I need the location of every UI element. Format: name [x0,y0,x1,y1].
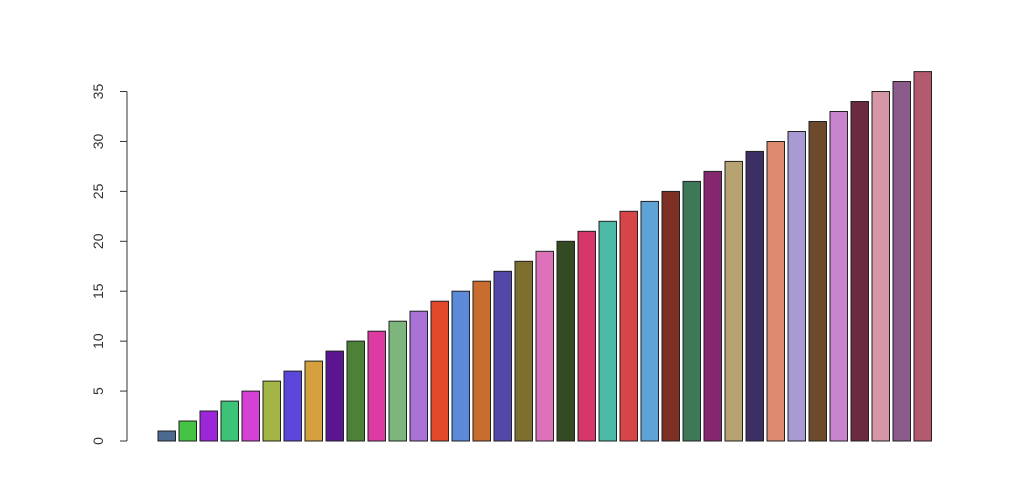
bar-12 [388,320,407,442]
bar-33 [829,111,848,442]
bar-1 [157,430,176,442]
y-tick-label: 10 [90,333,106,349]
bar-6 [262,380,281,442]
bar-2 [178,420,197,442]
bar-36 [892,81,911,442]
bar-21 [577,230,596,442]
bar-14 [430,300,449,442]
y-tick-label: 30 [90,133,106,149]
bar-23 [619,210,638,442]
y-tick-label: 15 [90,283,106,299]
bar-24 [640,200,659,442]
bar-16 [472,280,491,442]
bar-20 [556,240,575,442]
bar-8 [304,360,323,442]
bar-7 [283,370,302,442]
y-axis: 0 5 10 15 20 25 30 35 [90,84,128,445]
bar-37 [913,71,932,442]
bar-10 [346,340,365,442]
bar-35 [871,91,890,442]
y-tick-label: 5 [90,387,106,395]
bar-26 [682,180,701,442]
bar-17 [493,270,512,442]
bar-22 [598,220,617,442]
y-tick-label: 35 [90,84,106,100]
bar-4 [220,400,239,442]
bar-18 [514,260,533,442]
bar-28 [724,160,743,442]
y-tick-label: 20 [90,233,106,249]
bar-30 [766,141,785,442]
bar-9 [325,350,344,442]
y-tick-label: 0 [90,437,106,445]
bar-31 [787,131,806,442]
bar-11 [367,330,386,442]
bar-15 [451,290,470,442]
bar-13 [409,310,428,442]
bar-19 [535,250,554,442]
bars [157,71,932,442]
bar-34 [850,101,869,442]
bar-32 [808,121,827,442]
bar-25 [661,190,680,442]
bar-3 [199,410,218,442]
bar-29 [745,150,764,442]
bar-27 [703,170,722,442]
bar-5 [241,390,260,442]
y-tick-label: 25 [90,183,106,199]
